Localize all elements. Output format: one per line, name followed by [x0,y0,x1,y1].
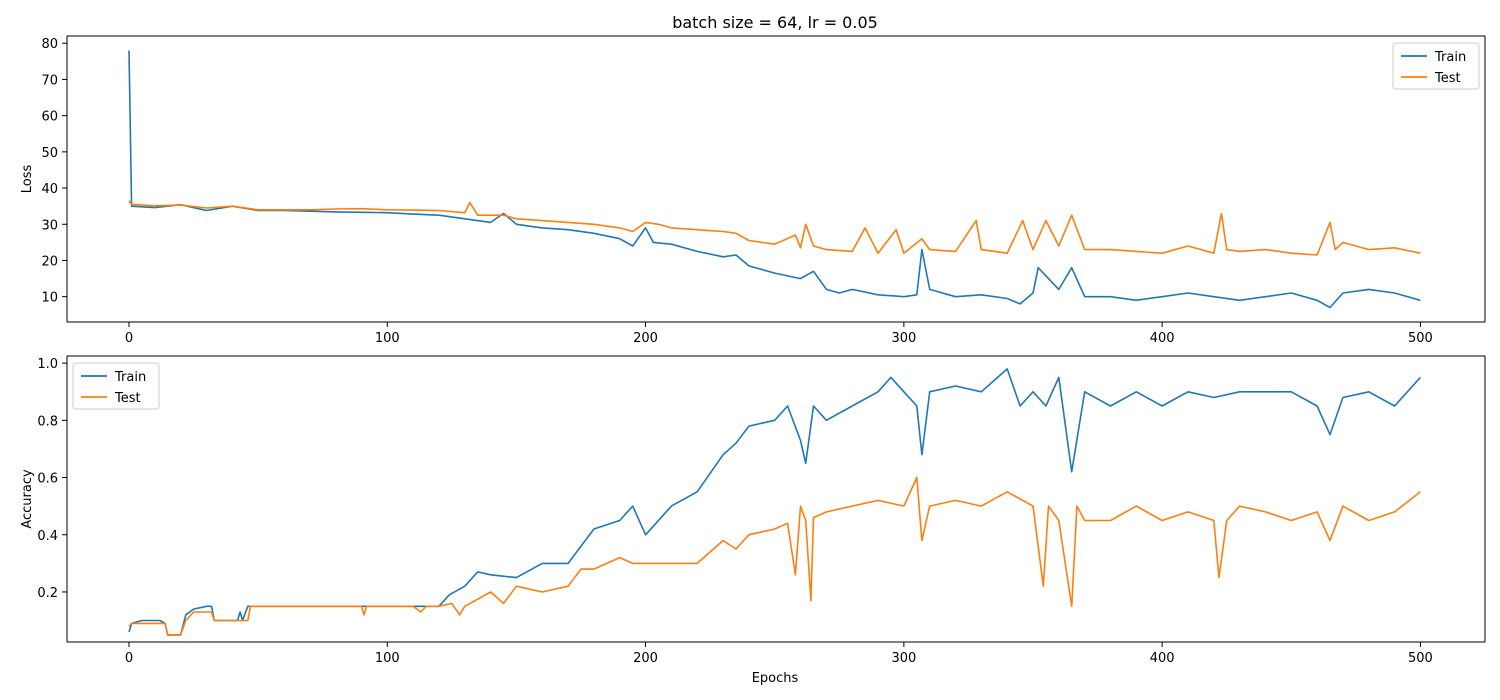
legend: Train Test [72,362,160,410]
y-tick-label: 50 [41,146,58,161]
series-line-test [128,200,1421,256]
series-line-train [128,368,1421,636]
x-tick-label: 400 [1150,651,1175,666]
y-axis-label: Loss [20,165,35,194]
accuracy-chart: 0 100 200 300 400 500 0.2 0.4 0.6 0.8 1.0 Accuracy T… [20,355,1486,666]
legend-label-train: Train [1434,50,1466,65]
x-tick-label: 500 [1408,651,1433,666]
x-tick-label: 200 [633,331,658,346]
y-tick-label: 0.8 [37,414,58,429]
y-tick-label: 20 [41,254,58,269]
x-tick-label: 0 [125,331,133,346]
y-tick-label: 70 [41,73,58,88]
legend-label-test: Test [114,391,141,406]
x-tick-label: 500 [1408,331,1433,346]
x-axis-label: Epochs [752,671,799,686]
series-line-train [128,50,1421,309]
x-tick-label: 200 [633,651,658,666]
x-tick-label: 100 [375,331,400,346]
y-tick-label: 40 [41,182,58,197]
x-tick-label: 300 [891,651,916,666]
y-tick-label: 0.4 [37,529,58,544]
x-tick-label: 100 [375,651,400,666]
plot-frame [66,355,1486,643]
y-tick-label: 0.2 [37,586,58,601]
loss-chart: 0 100 200 300 400 500 10 20 30 40 50 60 70 80 Loss Trai… [20,35,1486,346]
series-line-test [128,476,1421,636]
y-tick-label: 60 [41,110,58,125]
y-tick-label: 0.6 [37,472,58,487]
chart-title: batch size = 64, lr = 0.05 [672,13,878,32]
y-tick-label: 30 [41,218,58,233]
legend-label-train: Train [114,370,146,385]
y-tick-label: 1.0 [37,357,58,372]
y-tick-label: 10 [41,291,58,306]
y-tick-label: 80 [41,37,58,52]
x-tick-label: 0 [125,651,133,666]
x-tick-label: 400 [1150,331,1175,346]
legend-label-test: Test [1434,71,1461,86]
x-tick-label: 300 [891,331,916,346]
legend: Train Test [1392,42,1480,90]
y-axis-label: Accuracy [20,469,35,529]
plot-frame [66,35,1486,323]
